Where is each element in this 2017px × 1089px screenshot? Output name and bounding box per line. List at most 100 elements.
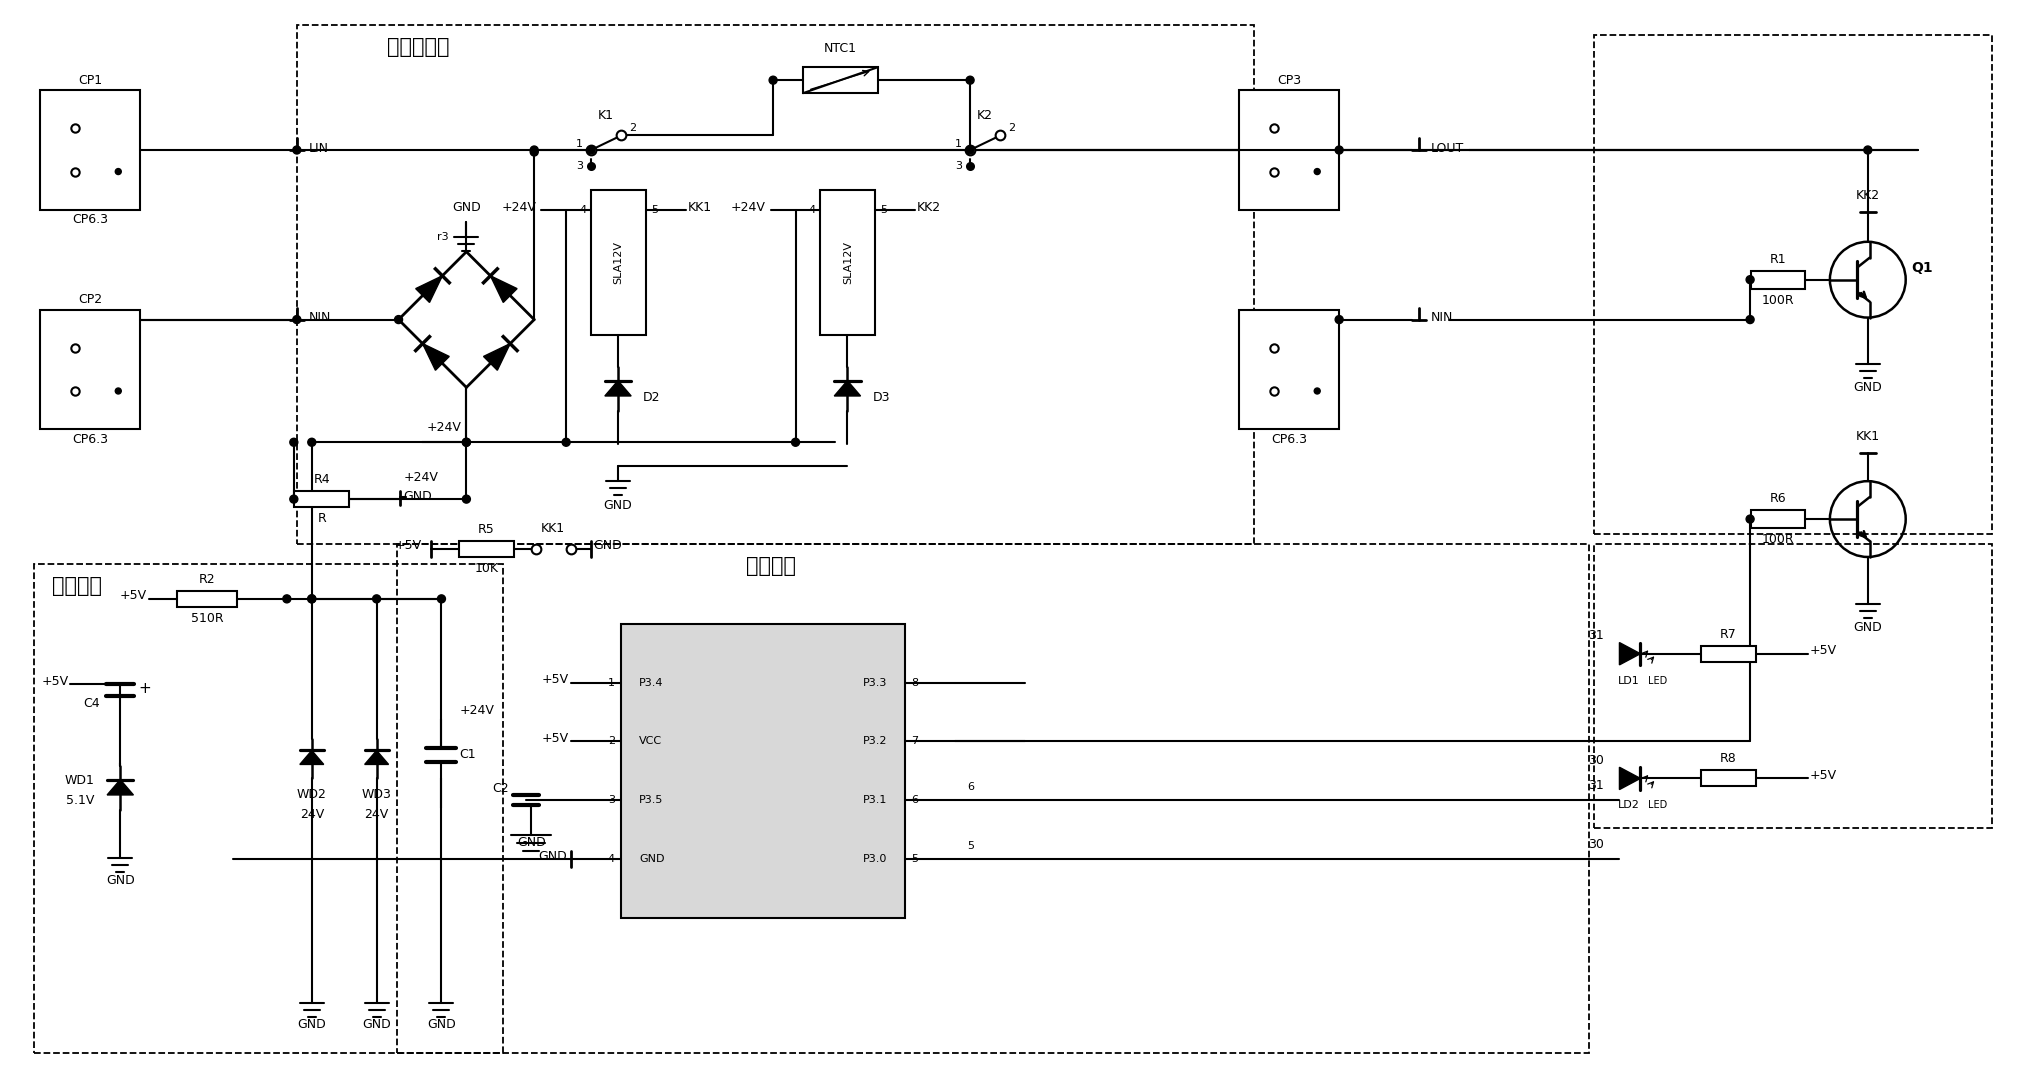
Text: +5V: +5V (395, 539, 422, 552)
Text: GND: GND (428, 1018, 456, 1031)
Circle shape (1335, 146, 1343, 154)
Text: 24V: 24V (301, 808, 325, 821)
Circle shape (530, 148, 539, 156)
Bar (1593, 35, 1993, 534)
Circle shape (309, 595, 317, 603)
Text: +24V: +24V (403, 470, 438, 484)
Bar (296, 25, 1255, 544)
Text: 30: 30 (1589, 839, 1604, 852)
Text: 10K: 10K (474, 562, 498, 575)
Text: 6: 6 (966, 782, 974, 793)
Text: 1: 1 (956, 139, 962, 149)
Bar (803, 68, 877, 94)
Text: KK2: KK2 (1856, 188, 1880, 201)
Text: 2: 2 (607, 736, 615, 746)
Text: 控制电路: 控制电路 (746, 556, 795, 576)
Text: NIN: NIN (309, 311, 331, 325)
Text: GND: GND (603, 499, 633, 512)
Text: LD2: LD2 (1618, 800, 1640, 810)
Text: 31: 31 (1589, 780, 1604, 793)
Text: GND: GND (639, 854, 664, 865)
Circle shape (966, 76, 974, 84)
Text: KK1: KK1 (688, 201, 712, 215)
Text: +5V: +5V (543, 673, 569, 686)
Polygon shape (416, 276, 442, 303)
Text: +24V: +24V (460, 703, 494, 717)
Text: D2: D2 (643, 391, 660, 404)
Text: WD2: WD2 (296, 788, 327, 802)
Circle shape (1335, 316, 1343, 323)
Bar (34, 564, 504, 1053)
Circle shape (966, 146, 974, 154)
Circle shape (587, 146, 595, 154)
Bar (1751, 271, 1805, 289)
Text: R8: R8 (1721, 752, 1737, 766)
Text: KK2: KK2 (918, 201, 942, 215)
Text: LD1: LD1 (1618, 675, 1640, 686)
Bar (1238, 90, 1339, 210)
Text: KK1: KK1 (1856, 430, 1880, 443)
Text: CP6.3: CP6.3 (73, 432, 109, 445)
Text: LED: LED (1648, 800, 1668, 810)
Text: 30: 30 (1587, 754, 1604, 767)
Text: P3.2: P3.2 (863, 736, 887, 746)
Polygon shape (835, 381, 861, 396)
Text: 1: 1 (607, 677, 615, 687)
Text: NTC1: NTC1 (823, 42, 857, 56)
Text: +24V: +24V (426, 421, 462, 435)
Text: GND: GND (107, 874, 135, 888)
Text: 4: 4 (809, 205, 815, 215)
Text: GND: GND (403, 490, 432, 503)
Text: R5: R5 (478, 523, 494, 536)
Circle shape (292, 316, 301, 323)
Text: +5V: +5V (121, 589, 147, 602)
Text: +: + (139, 681, 151, 696)
Text: GND: GND (452, 200, 480, 213)
Text: GND: GND (593, 539, 621, 552)
Text: R1: R1 (1769, 253, 1787, 266)
Circle shape (791, 438, 799, 446)
Circle shape (115, 169, 121, 174)
Text: R2: R2 (200, 573, 216, 586)
Text: CP6.3: CP6.3 (1271, 432, 1307, 445)
Text: 1: 1 (577, 139, 583, 149)
Text: Q1: Q1 (1912, 260, 1934, 274)
Text: 软启动电路: 软启动电路 (387, 37, 450, 58)
Circle shape (1315, 388, 1321, 394)
Bar (821, 189, 875, 334)
Text: R4: R4 (313, 473, 331, 486)
Polygon shape (365, 750, 389, 764)
Text: +24V: +24V (502, 201, 537, 215)
Text: 2: 2 (1008, 123, 1015, 133)
Circle shape (309, 595, 317, 603)
Text: r3: r3 (438, 232, 448, 242)
Text: P3.0: P3.0 (863, 854, 887, 865)
Text: 31: 31 (1587, 629, 1604, 643)
Text: LOUT: LOUT (1430, 142, 1464, 155)
Circle shape (1747, 276, 1755, 283)
Circle shape (1747, 515, 1755, 523)
Circle shape (282, 595, 290, 603)
Text: WD3: WD3 (361, 788, 391, 802)
Circle shape (309, 438, 317, 446)
Circle shape (462, 438, 470, 446)
Circle shape (290, 438, 299, 446)
Text: K2: K2 (976, 109, 992, 122)
Polygon shape (484, 344, 510, 370)
Text: GND: GND (296, 1018, 327, 1031)
Text: P3.4: P3.4 (639, 677, 664, 687)
Text: 5: 5 (912, 854, 918, 865)
Text: LED: LED (1648, 675, 1668, 686)
Circle shape (395, 316, 403, 323)
Circle shape (768, 76, 777, 84)
Text: 8: 8 (912, 677, 918, 687)
Bar (177, 591, 236, 607)
Text: GND: GND (539, 849, 567, 862)
Text: +5V: +5V (1809, 769, 1837, 782)
Text: 整流电路: 整流电路 (52, 576, 103, 596)
Text: +5V: +5V (1809, 645, 1837, 658)
Polygon shape (490, 276, 516, 303)
Text: 5: 5 (879, 205, 887, 215)
Bar (1751, 510, 1805, 528)
Polygon shape (107, 780, 133, 795)
